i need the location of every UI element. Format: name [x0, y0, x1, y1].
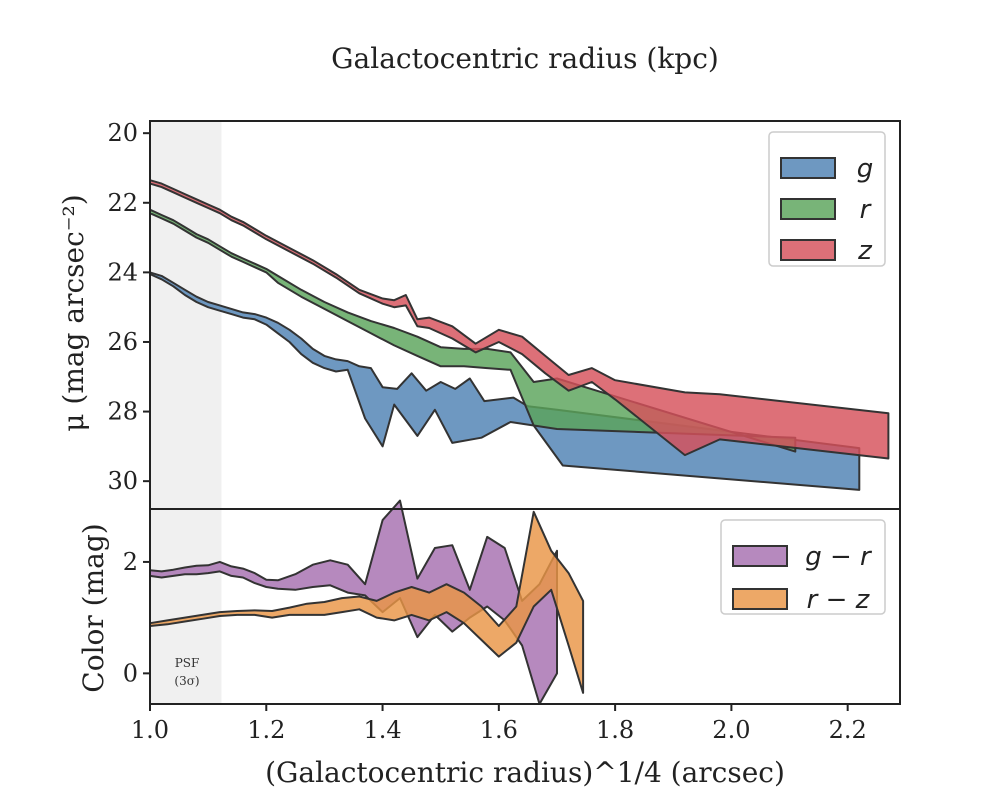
psf-annotation: PSF [175, 656, 200, 670]
bottom-legend: g − r r − z [720, 519, 886, 615]
bottom-y-tick-label: 0 [123, 659, 138, 687]
top-y-tick-label: 24 [107, 258, 138, 286]
legend-label: z [857, 236, 873, 266]
legend-label: r [860, 195, 873, 225]
bottom-x-tick-label: 1.0 [131, 716, 169, 744]
legend-swatch [732, 545, 788, 567]
bottom-panel-frame [149, 508, 901, 705]
legend-swatch [780, 239, 836, 261]
psf-region-bottom [150, 509, 222, 704]
top-y-tick-label: 20 [107, 119, 138, 147]
top-y-tick-label: 22 [107, 189, 138, 217]
bottom-y-axis-label: Color (mag) [77, 523, 110, 692]
top-y-tick-label: 28 [107, 398, 138, 426]
color-panel: 1.0 1.2 1.4 1.6 1.8 2.0 2.2 0 2 PSF (3σ) g − r r − z [123, 499, 901, 744]
top-legend: grz [768, 131, 886, 267]
legend-swatch [780, 198, 836, 220]
bottom-y-tick-label: 2 [123, 548, 138, 576]
band-g [149, 271, 861, 491]
legend-label: r − z [807, 585, 871, 615]
bottom-x-tick-label: 2.2 [829, 716, 867, 744]
bottom-x-tick-label: 1.2 [247, 716, 285, 744]
legend-swatch [732, 588, 788, 610]
top-y-tick-label: 30 [107, 467, 138, 495]
bottom-x-tick-label: 1.4 [363, 716, 401, 744]
legend-label: g [857, 154, 874, 184]
bottom-x-tick-label: 1.8 [596, 716, 634, 744]
top-axis-label: Galactocentric radius (kpc) [331, 42, 719, 75]
legend-swatch [780, 157, 836, 179]
bottom-x-tick-label: 2.0 [712, 716, 750, 744]
top-y-tick-label: 26 [107, 328, 138, 356]
band-z [149, 179, 890, 460]
bottom-x-axis-label: (Galactocentric radius)^1/4 (arcsec) [265, 756, 785, 789]
band-rz [149, 510, 585, 694]
surface-brightness-panel: 2022242628301020305075100150grz [107, 119, 901, 704]
top-y-axis-label: μ (mag arcsec⁻²) [57, 194, 90, 431]
legend-label: g − r [805, 542, 873, 572]
psf-annotation: (3σ) [174, 674, 199, 688]
bottom-x-tick-label: 1.6 [480, 716, 518, 744]
